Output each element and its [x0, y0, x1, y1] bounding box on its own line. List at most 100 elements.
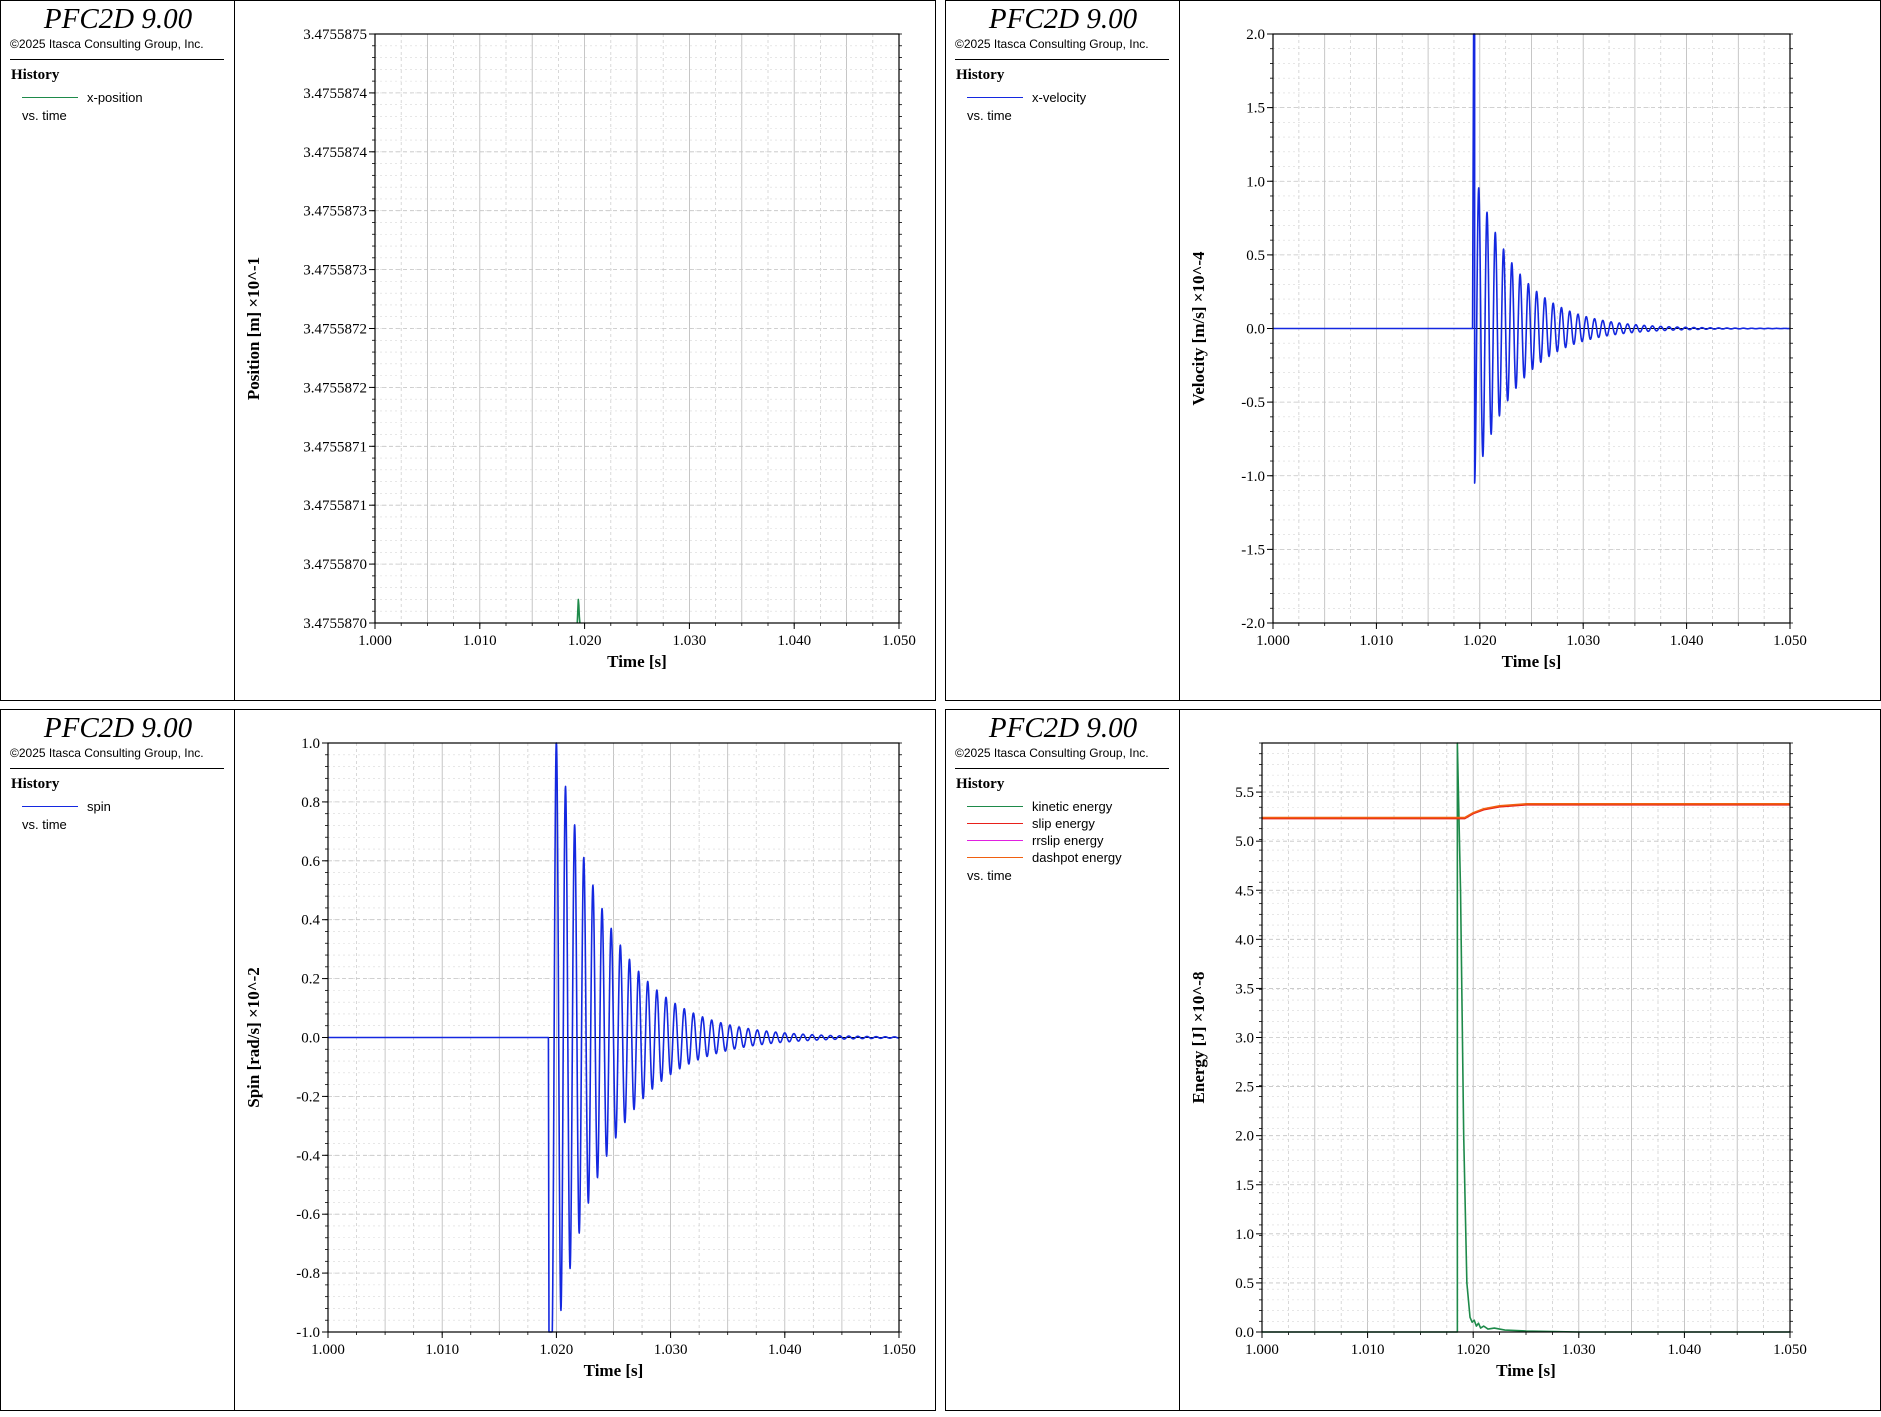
x-tick-label: 1.010	[425, 1342, 459, 1358]
y-tick-label: 3.4755874	[303, 86, 367, 102]
series-line	[328, 742, 900, 1333]
x-tick-label: 1.040	[768, 1342, 802, 1358]
copyright-text: ©2025 Itasca Consulting Group, Inc.	[955, 746, 1149, 760]
copyright-text: ©2025 Itasca Consulting Group, Inc.	[10, 746, 204, 760]
plot-area: 0.0 0.5 1.0 1.5 2.0 2.5 3.0 3.5 4.0 4.5 5.0 5.5 1.00…	[1180, 710, 1880, 1417]
legend-item: dashpot energy	[967, 849, 1122, 866]
x-tick-label: 1.000	[1245, 1342, 1279, 1358]
x-tick-label: 1.050	[1773, 633, 1807, 649]
y-tick-label: 2.0	[1235, 1129, 1254, 1145]
y-tick-label: -1.0	[1241, 469, 1265, 485]
y-tick-label: 3.4755870	[303, 557, 367, 573]
y-tick-label: -0.5	[1241, 395, 1265, 411]
legend-swatch	[22, 806, 78, 807]
x-tick-label: 1.010	[1360, 633, 1394, 649]
y-axis-label: Position [m] ×10^-1	[244, 257, 263, 400]
legend-label: dashpot energy	[1032, 850, 1122, 865]
legend-item: rrslip energy	[967, 832, 1104, 849]
y-tick-label: 3.4755874	[303, 145, 367, 161]
plot-area: 3.4755870 3.4755870 3.4755871 3.4755871 3.47…	[235, 1, 935, 707]
legend-box: PFC2D 9.00 ©2025 Itasca Consulting Group…	[946, 1, 1180, 700]
vs-time-label: vs. time	[967, 868, 1012, 883]
plot-frame	[1272, 33, 1791, 624]
y-tick-label: 3.4755870	[303, 616, 367, 632]
y-tick-label: 3.4755871	[303, 439, 367, 455]
legend-item: kinetic energy	[967, 798, 1112, 815]
y-tick-label: 0.0	[1246, 322, 1265, 338]
x-axis-label: Time [s]	[1502, 652, 1562, 671]
legend-swatch	[967, 806, 1023, 807]
legend-swatch	[967, 97, 1023, 98]
vs-time-label: vs. time	[22, 108, 67, 123]
y-tick-label: 3.4755873	[303, 204, 367, 220]
x-tick-label: 1.010	[1351, 1342, 1385, 1358]
chart-svg: -1.0 -0.8 -0.6 -0.4 -0.2 0.0 0.2 0.4 0.6 0.8 1.0 1.…	[244, 736, 916, 1380]
series-line	[1262, 803, 1790, 819]
plot-panel-velocity: PFC2D 9.00 ©2025 Itasca Consulting Group…	[945, 0, 1881, 701]
y-tick-label: 3.4755872	[303, 322, 367, 338]
legend-label: x-velocity	[1032, 90, 1087, 105]
y-tick-label: -0.2	[296, 1089, 320, 1105]
y-tick-label: 2.0	[1246, 27, 1265, 43]
legend-label: rrslip energy	[1032, 833, 1104, 848]
copyright-text: ©2025 Itasca Consulting Group, Inc.	[955, 37, 1149, 51]
legend-label: x-position	[87, 90, 143, 105]
chart-svg: 0.0 0.5 1.0 1.5 2.0 2.5 3.0 3.5 4.0 4.5 5.0 5.5 1.00…	[1189, 742, 1807, 1380]
y-tick-label: 0.5	[1235, 1276, 1254, 1292]
y-tick-label: -2.0	[1241, 616, 1265, 632]
x-tick-label: 1.050	[1773, 1342, 1807, 1358]
x-tick-label: 1.050	[882, 1342, 916, 1358]
y-tick-label: 1.5	[1246, 101, 1265, 117]
y-tick-label: 3.4755872	[303, 380, 367, 396]
x-tick-label: 1.050	[882, 633, 916, 649]
legend-box: PFC2D 9.00 ©2025 Itasca Consulting Group…	[1, 710, 235, 1410]
legend-item: slip energy	[967, 815, 1095, 832]
y-tick-label: 0.6	[301, 854, 320, 870]
series-line	[1262, 804, 1790, 820]
y-tick-label: -0.8	[296, 1266, 320, 1282]
vs-time-label: vs. time	[967, 108, 1012, 123]
brand-title: PFC2D 9.00	[988, 712, 1138, 744]
history-title: History	[11, 67, 60, 83]
y-axis-label: Energy [J] ×10^-8	[1189, 972, 1208, 1104]
y-tick-label: 4.0	[1235, 932, 1254, 948]
x-tick-label: 1.000	[311, 1342, 345, 1358]
legend-label: slip energy	[1032, 816, 1095, 831]
y-tick-label: 5.5	[1235, 785, 1254, 801]
legend-divider	[10, 59, 224, 60]
x-tick-label: 1.020	[568, 633, 602, 649]
y-tick-label: 1.5	[1235, 1178, 1254, 1194]
y-tick-label: -1.5	[1241, 542, 1265, 558]
x-tick-label: 1.030	[654, 1342, 688, 1358]
x-tick-label: 1.040	[1670, 633, 1704, 649]
y-tick-label: 3.4755871	[303, 498, 367, 514]
x-tick-label: 1.040	[777, 633, 811, 649]
chart-svg: 3.4755870 3.4755870 3.4755871 3.4755871 3.47…	[244, 27, 916, 671]
y-tick-label: 5.0	[1235, 834, 1254, 850]
plot-panel-energy: PFC2D 9.00 ©2025 Itasca Consulting Group…	[945, 709, 1881, 1411]
y-tick-label: 3.0	[1235, 1031, 1254, 1047]
y-tick-label: -0.6	[296, 1207, 320, 1223]
legend-swatch	[967, 857, 1023, 858]
chart-svg: -2.0 -1.5 -1.0 -0.5 0.0 0.5 1.0 1.5 2.0 1.000 1.01…	[1189, 27, 1807, 671]
y-tick-label: 3.4755875	[303, 27, 367, 43]
x-axis-label: Time [s]	[607, 652, 667, 671]
x-tick-label: 1.020	[1463, 633, 1497, 649]
x-tick-label: 1.030	[673, 633, 707, 649]
plot-frame	[327, 742, 900, 1333]
y-tick-label: 0.8	[301, 795, 320, 811]
vs-time-label: vs. time	[22, 817, 67, 832]
y-tick-label: -0.4	[296, 1148, 320, 1164]
y-tick-label: 1.0	[1246, 174, 1265, 190]
y-tick-label: 1.0	[1235, 1227, 1254, 1243]
series-line	[576, 598, 581, 624]
plot-frame	[374, 33, 900, 624]
series-line	[1273, 33, 1791, 484]
history-title: History	[11, 776, 60, 792]
y-tick-label: 3.5	[1235, 981, 1254, 997]
x-axis-label: Time [s]	[584, 1361, 644, 1380]
y-axis-label: Velocity [m/s] ×10^-4	[1189, 251, 1208, 405]
history-title: History	[956, 776, 1005, 792]
legend-swatch	[22, 97, 78, 98]
legend-item: x-velocity	[967, 89, 1086, 106]
